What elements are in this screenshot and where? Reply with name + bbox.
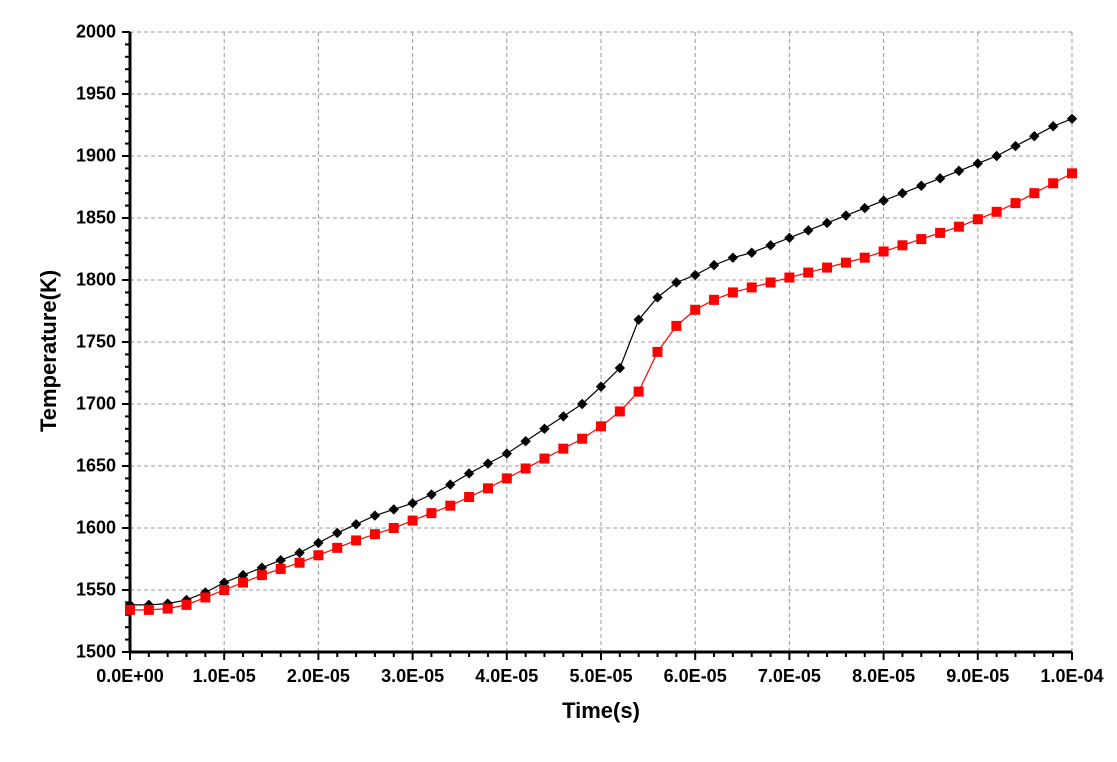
y-tick-label: 1500: [76, 642, 116, 663]
y-tick-label: 1850: [76, 208, 116, 229]
chart-container: Temperature(K) Time(s) 0.0E+00 1.0E-05 2.0…: [0, 0, 1117, 762]
x-tick-label: 1.0E-04: [1040, 666, 1103, 687]
x-tick-label: 9.0E-05: [946, 666, 1009, 687]
y-tick-label: 2000: [76, 22, 116, 43]
x-tick-label: 3.0E-05: [381, 666, 444, 687]
y-tick-label: 1900: [76, 146, 116, 167]
x-tick-label: 7.0E-05: [758, 666, 821, 687]
x-tick-label: 4.0E-05: [475, 666, 538, 687]
y-tick-label: 1550: [76, 580, 116, 601]
x-tick-label: 5.0E-05: [569, 666, 632, 687]
x-tick-label: 6.0E-05: [664, 666, 727, 687]
x-tick-label: 8.0E-05: [852, 666, 915, 687]
y-tick-label: 1600: [76, 518, 116, 539]
y-axis-title: Temperature(K): [36, 270, 62, 432]
y-tick-label: 1950: [76, 84, 116, 105]
x-tick-label: 1.0E-05: [193, 666, 256, 687]
x-tick-label: 2.0E-05: [287, 666, 350, 687]
y-tick-label: 1750: [76, 332, 116, 353]
x-tick-label: 0.0E+00: [96, 666, 164, 687]
chart-svg: [130, 32, 1072, 652]
y-tick-label: 1700: [76, 394, 116, 415]
plot-area: [130, 32, 1072, 652]
x-axis-title: Time(s): [562, 698, 640, 724]
y-tick-label: 1800: [76, 270, 116, 291]
y-tick-label: 1650: [76, 456, 116, 477]
